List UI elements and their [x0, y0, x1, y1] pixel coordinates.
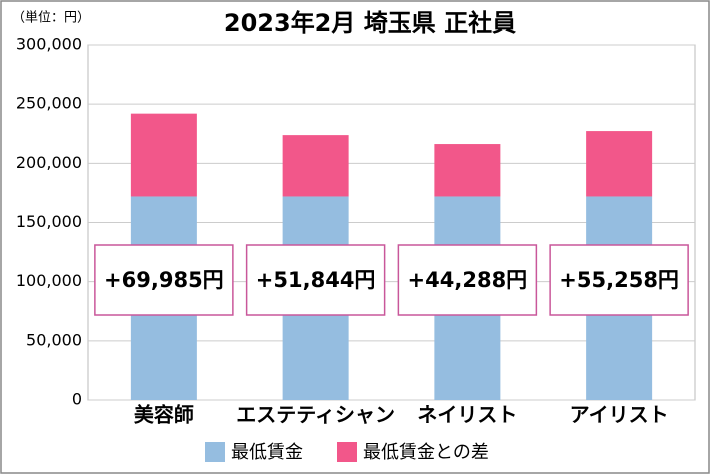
y-tick-label: 300,000: [16, 35, 82, 54]
x-tick-label: ネイリスト: [417, 403, 517, 427]
value-label-box: [397, 244, 538, 316]
value-label: +55,258円: [559, 268, 679, 292]
x-tick-label: アイリスト: [570, 403, 669, 427]
value-label-box: [549, 244, 689, 316]
bar-segment: [282, 135, 349, 197]
legend-label: 最低賃金: [231, 442, 303, 463]
unit-label: （単位：円）: [12, 10, 90, 26]
x-tick-label: 美容師: [134, 403, 194, 427]
value-label: +69,985円: [104, 268, 224, 292]
legend-label: 最低賃金との差: [363, 442, 489, 463]
chart-title: 2023年2月 埼玉県 正社員: [224, 9, 516, 37]
value-label: +51,844円: [256, 268, 376, 292]
value-label-box: [94, 244, 234, 316]
y-tick-label: 150,000: [16, 212, 82, 231]
bar-segment: [130, 113, 197, 197]
bar-segment: [586, 131, 653, 197]
y-tick-label: 100,000: [16, 271, 82, 290]
y-tick-label: 0: [72, 390, 82, 409]
y-tick-label: 50,000: [26, 330, 82, 349]
value-label: +44,288円: [408, 268, 528, 292]
legend-swatch: [337, 442, 357, 462]
legend-swatch: [205, 442, 225, 462]
x-tick-label: エステティシャン: [236, 403, 395, 427]
bar-segment: [434, 144, 501, 197]
value-label-box: [245, 244, 386, 316]
y-tick-label: 200,000: [16, 153, 82, 172]
y-tick-label: 250,000: [16, 94, 82, 113]
